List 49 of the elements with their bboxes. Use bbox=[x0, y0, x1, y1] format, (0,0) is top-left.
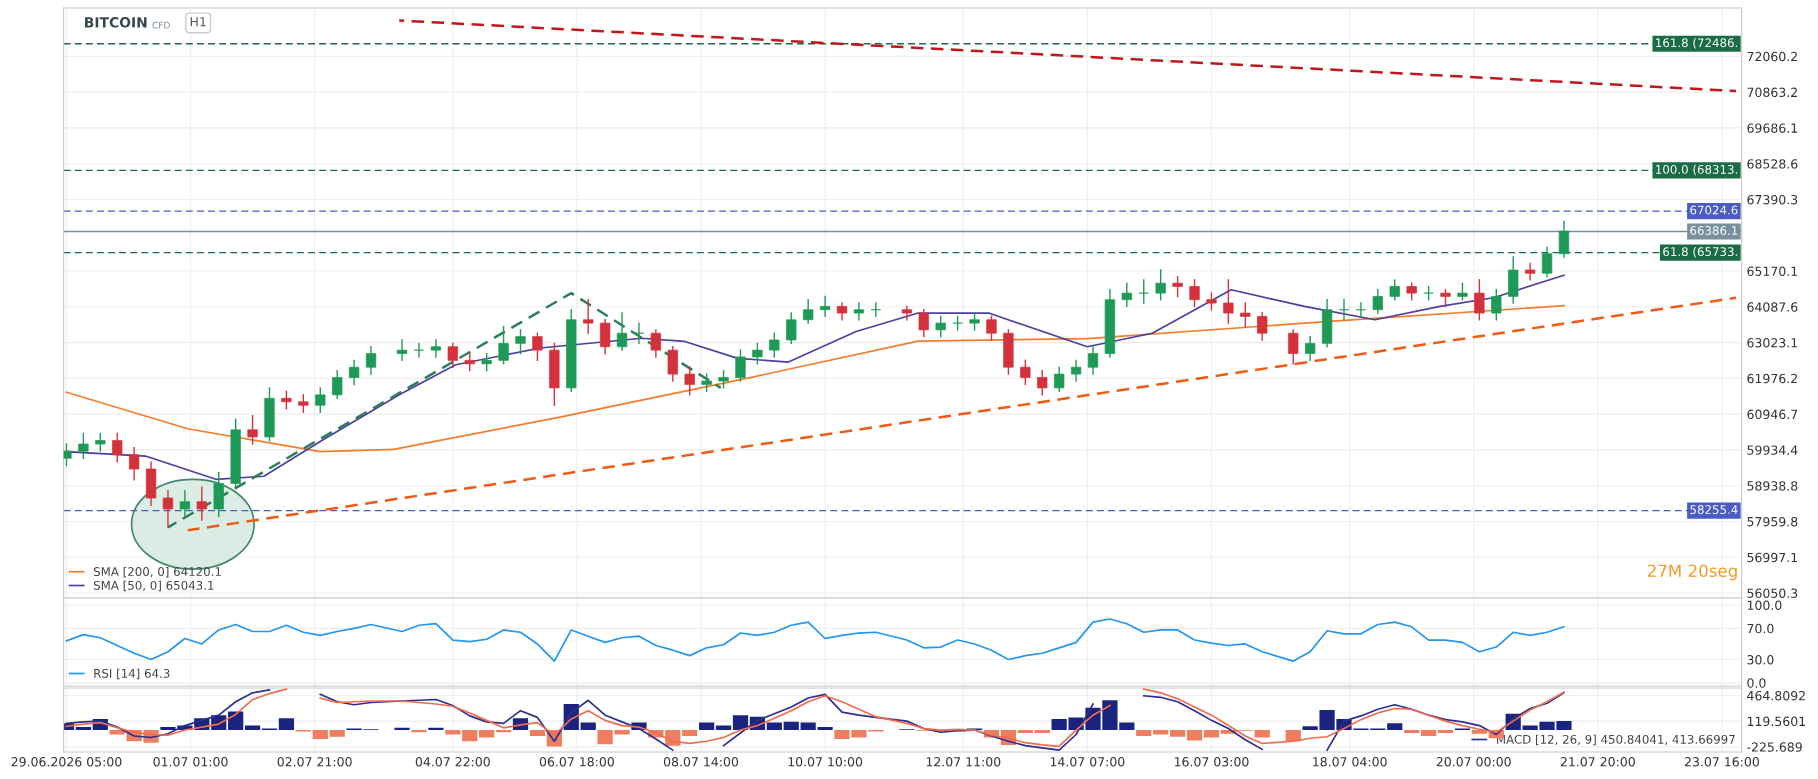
x-tick-label: 16.07 03:00 bbox=[1174, 757, 1249, 767]
y-tick-label: 56997.1 bbox=[1747, 552, 1798, 563]
y-tick-label: 57959.8 bbox=[1747, 516, 1798, 527]
y-tick-label: 59934.4 bbox=[1747, 445, 1798, 455]
y-tick-label: 70863.2 bbox=[1747, 87, 1797, 98]
y-tick-label: 70.0 bbox=[1747, 623, 1774, 634]
ref-line-label: 66386.1 bbox=[1690, 226, 1738, 235]
y-tick-label: 67390.3 bbox=[1747, 194, 1798, 205]
y-tick-label: 56050.3 bbox=[1747, 588, 1798, 598]
text: BITCOIN bbox=[85, 17, 147, 28]
annotation: H1 bbox=[190, 17, 206, 27]
y-tick-label: 119.5601 bbox=[1747, 716, 1805, 727]
y-tick-label: 100.0 bbox=[1747, 600, 1782, 610]
annotation: 27M 20seg bbox=[1647, 564, 1737, 581]
y-tick-label: 64087.6 bbox=[1747, 302, 1798, 312]
y-tick-label: 30.0 bbox=[1747, 654, 1774, 665]
y-tick-label: 61976.2 bbox=[1747, 373, 1797, 384]
x-tick-label: 12.07 11:00 bbox=[926, 757, 1001, 767]
y-tick-label: 68528.6 bbox=[1747, 159, 1798, 169]
x-tick-label: 21.07 20:00 bbox=[1560, 757, 1635, 767]
x-tick-label: 01.07 01:00 bbox=[153, 757, 228, 767]
x-tick-label: 10.07 10:00 bbox=[788, 757, 863, 767]
y-tick-label: -225.689 bbox=[1747, 742, 1802, 752]
y-tick-label: 63023.1 bbox=[1747, 338, 1798, 348]
ref-line-label: 67024.6 bbox=[1690, 205, 1738, 215]
ref-line-label: 58255.4 bbox=[1690, 505, 1738, 515]
y-tick-label: 60946.7 bbox=[1747, 409, 1798, 420]
legend-label: SMA [200, 0] 64120.1 bbox=[93, 566, 221, 578]
x-tick-label: 23.07 16:00 bbox=[1684, 757, 1759, 767]
y-tick-label: 464.8092 bbox=[1747, 690, 1805, 701]
x-tick-label: 04.07 22:00 bbox=[415, 757, 490, 767]
x-tick-label: 20.07 00:00 bbox=[1436, 757, 1511, 767]
x-tick-label: 06.07 18:00 bbox=[539, 757, 614, 767]
y-tick-label: 69686.1 bbox=[1747, 123, 1798, 133]
y-tick-label: 0.0 bbox=[1747, 678, 1766, 688]
legend-label: SMA [50, 0] 65043.1 bbox=[93, 580, 214, 592]
x-tick-label: 29.06.2026 05:00 bbox=[11, 757, 122, 767]
y-tick-label: 58938.8 bbox=[1747, 481, 1798, 491]
x-tick-label: 02.07 21:00 bbox=[277, 757, 352, 767]
legend-label: RSI [14] 64.3 bbox=[94, 668, 170, 680]
text: CFD bbox=[152, 21, 170, 29]
y-tick-label: 72060.2 bbox=[1747, 51, 1797, 62]
x-tick-label: 18.07 04:00 bbox=[1313, 757, 1387, 767]
x-tick-label: 08.07 14:00 bbox=[663, 757, 739, 767]
ref-line-label: 161.8 (72486. bbox=[1656, 38, 1738, 49]
ref-line-label: 61.8 (65733. bbox=[1663, 246, 1738, 258]
ref-line-label: 100.0 (68313. bbox=[1656, 164, 1738, 176]
y-tick-label: 65170.1 bbox=[1747, 266, 1798, 276]
x-tick-label: 14.07 07:00 bbox=[1050, 757, 1125, 767]
